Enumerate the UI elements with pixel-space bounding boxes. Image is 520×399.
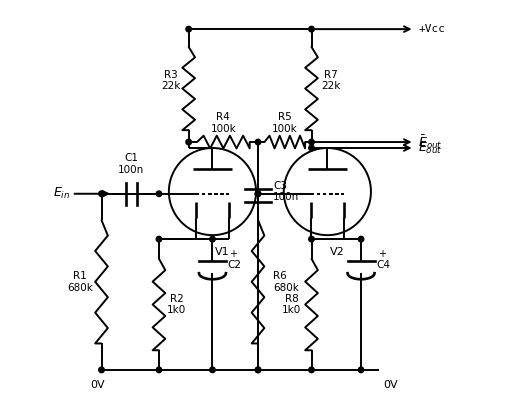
Circle shape [358,367,364,373]
Text: R8
1k0: R8 1k0 [282,294,301,315]
Circle shape [255,191,261,197]
Circle shape [210,236,215,242]
Text: +: + [229,249,237,259]
Text: V2: V2 [330,247,345,257]
Text: $E_{in}$: $E_{in}$ [53,186,70,201]
Text: R5
100k: R5 100k [272,112,297,134]
Text: $\bar{E}_{out}$: $\bar{E}_{out}$ [419,133,443,151]
Text: $E_{out}$: $E_{out}$ [419,140,443,156]
Circle shape [156,191,162,197]
Text: R2
1k0: R2 1k0 [167,294,186,315]
Text: V1: V1 [215,247,230,257]
Text: C3
100n: C3 100n [273,181,300,202]
Circle shape [309,367,314,373]
Text: R7
22k: R7 22k [322,70,341,91]
Circle shape [186,26,191,32]
Text: +: + [378,249,386,259]
Circle shape [358,236,364,242]
Circle shape [255,139,261,145]
Text: R4
100k: R4 100k [211,112,236,134]
Text: 0V: 0V [383,380,398,390]
Circle shape [99,367,105,373]
Text: 0V: 0V [90,380,105,390]
Circle shape [255,367,261,373]
Text: C2: C2 [228,260,241,270]
Circle shape [309,139,314,145]
Text: R1
680k: R1 680k [67,271,93,292]
Circle shape [156,236,162,242]
Circle shape [309,236,314,242]
Text: C4: C4 [376,260,390,270]
Text: C1
100n: C1 100n [118,153,145,175]
Circle shape [255,367,261,373]
Circle shape [309,145,314,151]
Text: R3
22k: R3 22k [161,70,180,91]
Circle shape [309,26,314,32]
Circle shape [99,191,105,197]
Circle shape [156,367,162,373]
Circle shape [210,367,215,373]
Text: R6
680k: R6 680k [273,271,299,292]
Text: +Vcc: +Vcc [419,24,446,34]
Circle shape [255,191,261,197]
Circle shape [186,139,191,145]
